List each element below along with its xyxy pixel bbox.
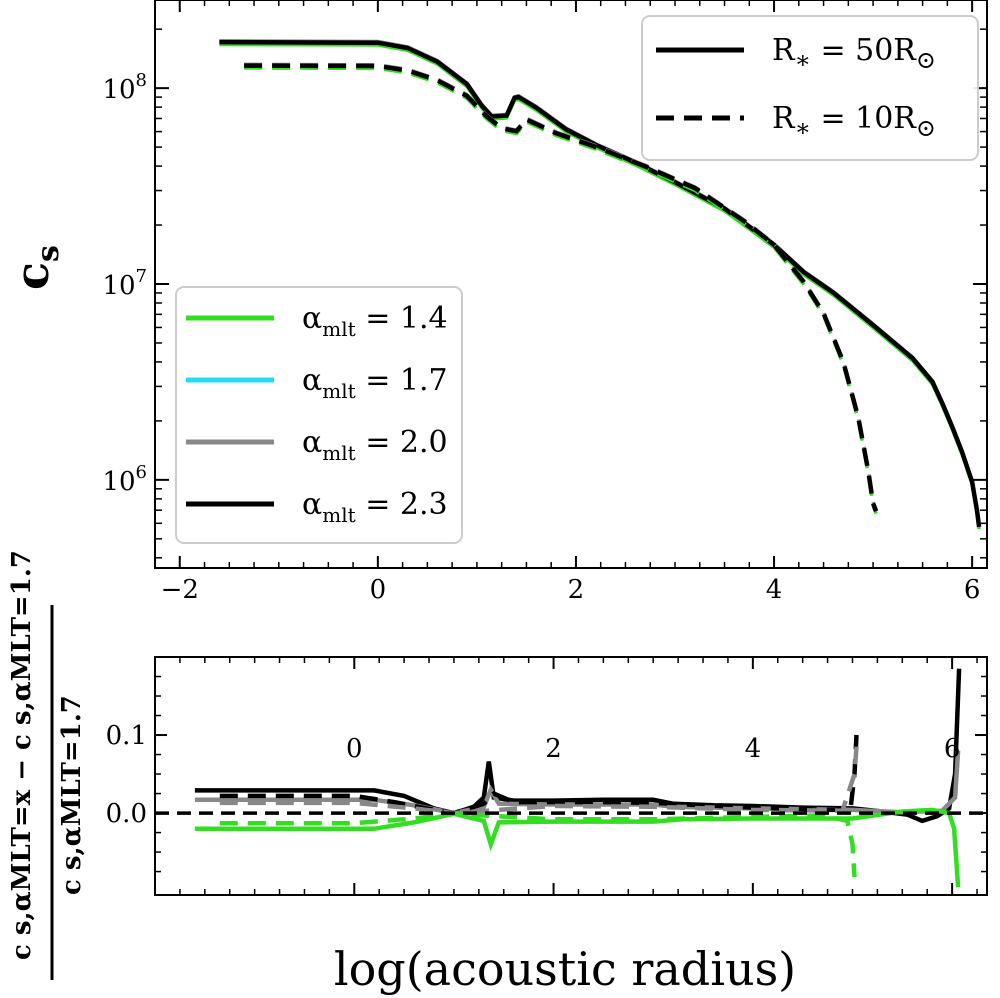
top-ytick-label: 108 [102,70,147,105]
legend-alpha-label: αmlt = 2.0 [302,425,448,465]
top-xtick-label: 6 [964,575,981,605]
top-series-group [219,39,982,530]
bottom-series-2 [194,807,961,888]
top-axes-frame [154,0,988,569]
bottom-series-group [155,668,987,888]
top-ytick-label: 106 [102,462,147,497]
legend-radius-label: R∗ = 10R⊙ [772,101,936,142]
legend-radius-label: R∗ = 50R⊙ [772,33,936,74]
top-ticks: −2 0 2 4 6 108 107 106 [102,0,987,605]
bottom-xtick-label: 0 [346,734,363,764]
top-xtick-label: 0 [370,575,387,605]
bottom-panel: 0 2 4 6 0.0 0.1 [106,656,988,896]
top-xtick-label: 4 [766,575,783,605]
bottom-axes-frame [154,656,988,896]
legend-alpha: αmlt = 1.4 αmlt = 1.7 αmlt = 2.0 αmlt = 2.3 [175,286,463,544]
top-ytick-label: 107 [102,266,147,301]
top-ylabel-main: c [5,262,59,290]
bottom-xlabel: log(acoustic radius) [334,942,796,996]
bottom-ytick-label: 0.1 [106,721,147,751]
top-ylabel: cs [5,245,66,290]
bottom-ylabel-numerator: c s,αMLT=x − c s,αMLT=1.7 [7,550,37,960]
bottom-ytick-label: 0.0 [106,799,147,829]
bottom-xtick-label: 4 [745,734,762,764]
legend-alpha-box [175,286,463,544]
bottom-ylabel-denominator: c s,αMLT=1.7 [57,695,87,895]
top-series-1 [244,63,879,513]
legend-alpha-label: αmlt = 1.7 [302,363,448,403]
bottom-series-5 [219,811,857,878]
bottom-ylabel: c s,αMLT=x − c s,αMLT=1.7 c s,αMLT=1.7 [7,550,87,980]
legend-alpha-label: αmlt = 2.3 [302,487,448,527]
top-series-0 [219,39,982,528]
top-panel: −2 0 2 4 6 108 107 106 [102,0,988,605]
legend-radius: R∗ = 50R⊙ R∗ = 10R⊙ [641,15,979,161]
bottom-xtick-label: 6 [944,734,961,764]
top-xtick-label: 2 [568,575,585,605]
legend-alpha-label: αmlt = 1.4 [302,301,448,341]
top-xtick-label: −2 [161,575,199,605]
bottom-xtick-label: 2 [545,734,562,764]
top-ylabel-sub: s [31,245,66,262]
